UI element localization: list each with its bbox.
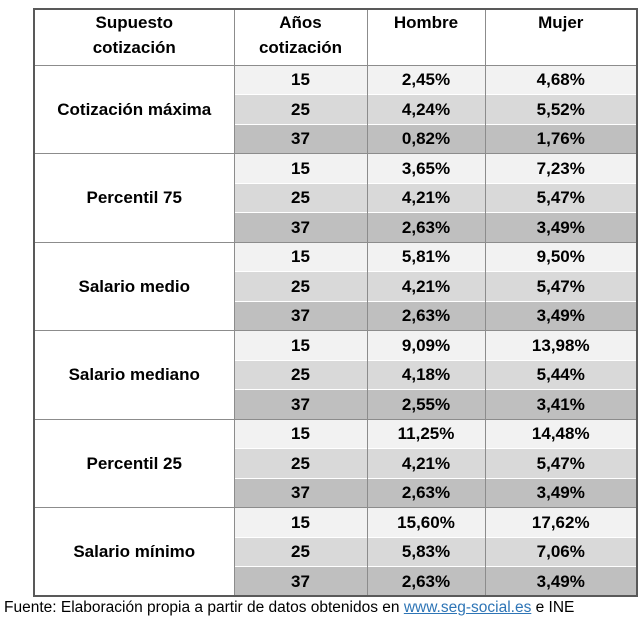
years-cell: 25 xyxy=(233,271,367,301)
group-label-cell: Percentil 75 xyxy=(34,153,234,242)
hombre-value-cell: 0,82% xyxy=(366,123,485,154)
table-row: Percentil 75 15 3,65% 7,23% xyxy=(34,153,637,242)
hombre-value-cell: 4,24% xyxy=(366,94,485,124)
mujer-value-cell: 4,68% xyxy=(484,65,637,95)
mujer-value-cell: 5,47% xyxy=(484,448,637,478)
group-label-cell: Salario mediano xyxy=(34,330,234,419)
mujer-value-cell: 3,41% xyxy=(484,389,637,419)
years-cell: 37 xyxy=(233,123,367,154)
table-row: 25 4,21% 5,47% xyxy=(34,271,637,301)
source-text-prefix: Fuente: Elaboración propia a partir de d… xyxy=(4,599,404,616)
source-link[interactable]: www.seg-social.es xyxy=(403,599,532,616)
years-cell: 25 xyxy=(233,448,367,478)
mujer-value-cell: 3,49% xyxy=(484,477,637,508)
hombre-value-cell: 2,45% xyxy=(366,65,485,95)
table-container: Supuesto cotización Años cotización Homb… xyxy=(33,8,638,597)
table-row: Salario mediano 15 9,09% 13,98% xyxy=(34,330,637,419)
years-cell: 15 xyxy=(233,330,367,360)
hombre-value-cell: 5,81% xyxy=(366,241,485,272)
table-row: 37 0,82% 1,76% xyxy=(34,123,637,154)
mujer-value-cell: 7,23% xyxy=(484,153,637,183)
years-cell: 25 xyxy=(233,182,367,213)
hombre-value-cell: 4,21% xyxy=(366,448,485,478)
table-row: Cotización máxima 15 2,45% 4,68% xyxy=(34,65,637,154)
years-cell: 25 xyxy=(233,94,367,124)
years-cell: 15 xyxy=(233,241,367,272)
header-anos-cotizacion: Años cotización xyxy=(233,9,367,66)
mujer-value-cell: 14,48% xyxy=(484,418,637,449)
hombre-value-cell: 4,21% xyxy=(366,271,485,301)
years-cell: 37 xyxy=(233,477,367,508)
table-row: 25 4,21% 5,47% xyxy=(34,448,637,478)
years-cell: 37 xyxy=(233,212,367,242)
table-row: 37 2,63% 3,49% xyxy=(34,212,637,242)
mujer-value-cell: 5,44% xyxy=(484,359,637,390)
mujer-value-cell: 3,49% xyxy=(484,566,637,596)
years-cell: 15 xyxy=(233,418,367,449)
years-cell: 37 xyxy=(233,300,367,331)
hombre-value-cell: 9,09% xyxy=(366,330,485,360)
table-row: 37 2,63% 3,49% xyxy=(34,566,637,596)
years-cell: 15 xyxy=(233,65,367,95)
source-note: Fuente: Elaboración propia a partir de d… xyxy=(4,599,643,617)
hombre-value-cell: 15,60% xyxy=(366,507,485,537)
table-row: 25 4,21% 5,47% xyxy=(34,182,637,213)
table-row: 37 2,63% 3,49% xyxy=(34,300,637,331)
group-label-cell: Salario medio xyxy=(34,241,234,331)
hombre-value-cell: 3,65% xyxy=(366,153,485,183)
hombre-value-cell: 2,63% xyxy=(366,300,485,331)
group-label-cell: Cotización máxima xyxy=(34,65,234,154)
header-supuesto-cotizacion: Supuesto cotización xyxy=(34,9,234,66)
mujer-value-cell: 5,52% xyxy=(484,94,637,124)
mujer-value-cell: 3,49% xyxy=(484,212,637,242)
mujer-value-cell: 7,06% xyxy=(484,536,637,567)
hombre-value-cell: 2,63% xyxy=(366,477,485,508)
years-cell: 37 xyxy=(233,389,367,419)
table-row: Salario mínimo 15 15,60% 17,62% xyxy=(34,507,637,596)
hombre-value-cell: 4,21% xyxy=(366,182,485,213)
hombre-value-cell: 11,25% xyxy=(366,418,485,449)
table-row: 25 5,83% 7,06% xyxy=(34,536,637,567)
hombre-value-cell: 2,63% xyxy=(366,566,485,596)
mujer-value-cell: 3,49% xyxy=(484,300,637,331)
table-row: Salario medio 15 5,81% 9,50% xyxy=(34,241,637,331)
hombre-value-cell: 4,18% xyxy=(366,359,485,390)
mujer-value-cell: 5,47% xyxy=(484,182,637,213)
hombre-value-cell: 2,63% xyxy=(366,212,485,242)
hombre-value-cell: 5,83% xyxy=(366,536,485,567)
hombre-value-cell: 2,55% xyxy=(366,389,485,419)
header-hombre: Hombre xyxy=(366,9,485,66)
years-cell: 25 xyxy=(233,359,367,390)
mujer-value-cell: 9,50% xyxy=(484,241,637,272)
table-row: Percentil 25 15 11,25% 14,48% xyxy=(34,418,637,508)
header-row: Supuesto cotización Años cotización Homb… xyxy=(34,9,637,66)
mujer-value-cell: 17,62% xyxy=(484,507,637,537)
mujer-value-cell: 5,47% xyxy=(484,271,637,301)
group-label-cell: Salario mínimo xyxy=(34,507,234,596)
table-row: 37 2,63% 3,49% xyxy=(34,477,637,508)
years-cell: 25 xyxy=(233,536,367,567)
years-cell: 37 xyxy=(233,566,367,596)
group-label-cell: Percentil 25 xyxy=(34,418,234,508)
source-text-suffix: e INE xyxy=(531,599,575,616)
table-row: 25 4,18% 5,44% xyxy=(34,359,637,390)
table-row: 25 4,24% 5,52% xyxy=(34,94,637,124)
mujer-value-cell: 13,98% xyxy=(484,330,637,360)
mujer-value-cell: 1,76% xyxy=(484,123,637,154)
data-table: Supuesto cotización Años cotización Homb… xyxy=(33,8,638,597)
years-cell: 15 xyxy=(233,507,367,537)
header-mujer: Mujer xyxy=(484,9,637,66)
years-cell: 15 xyxy=(233,153,367,183)
table-row: 37 2,55% 3,41% xyxy=(34,389,637,419)
